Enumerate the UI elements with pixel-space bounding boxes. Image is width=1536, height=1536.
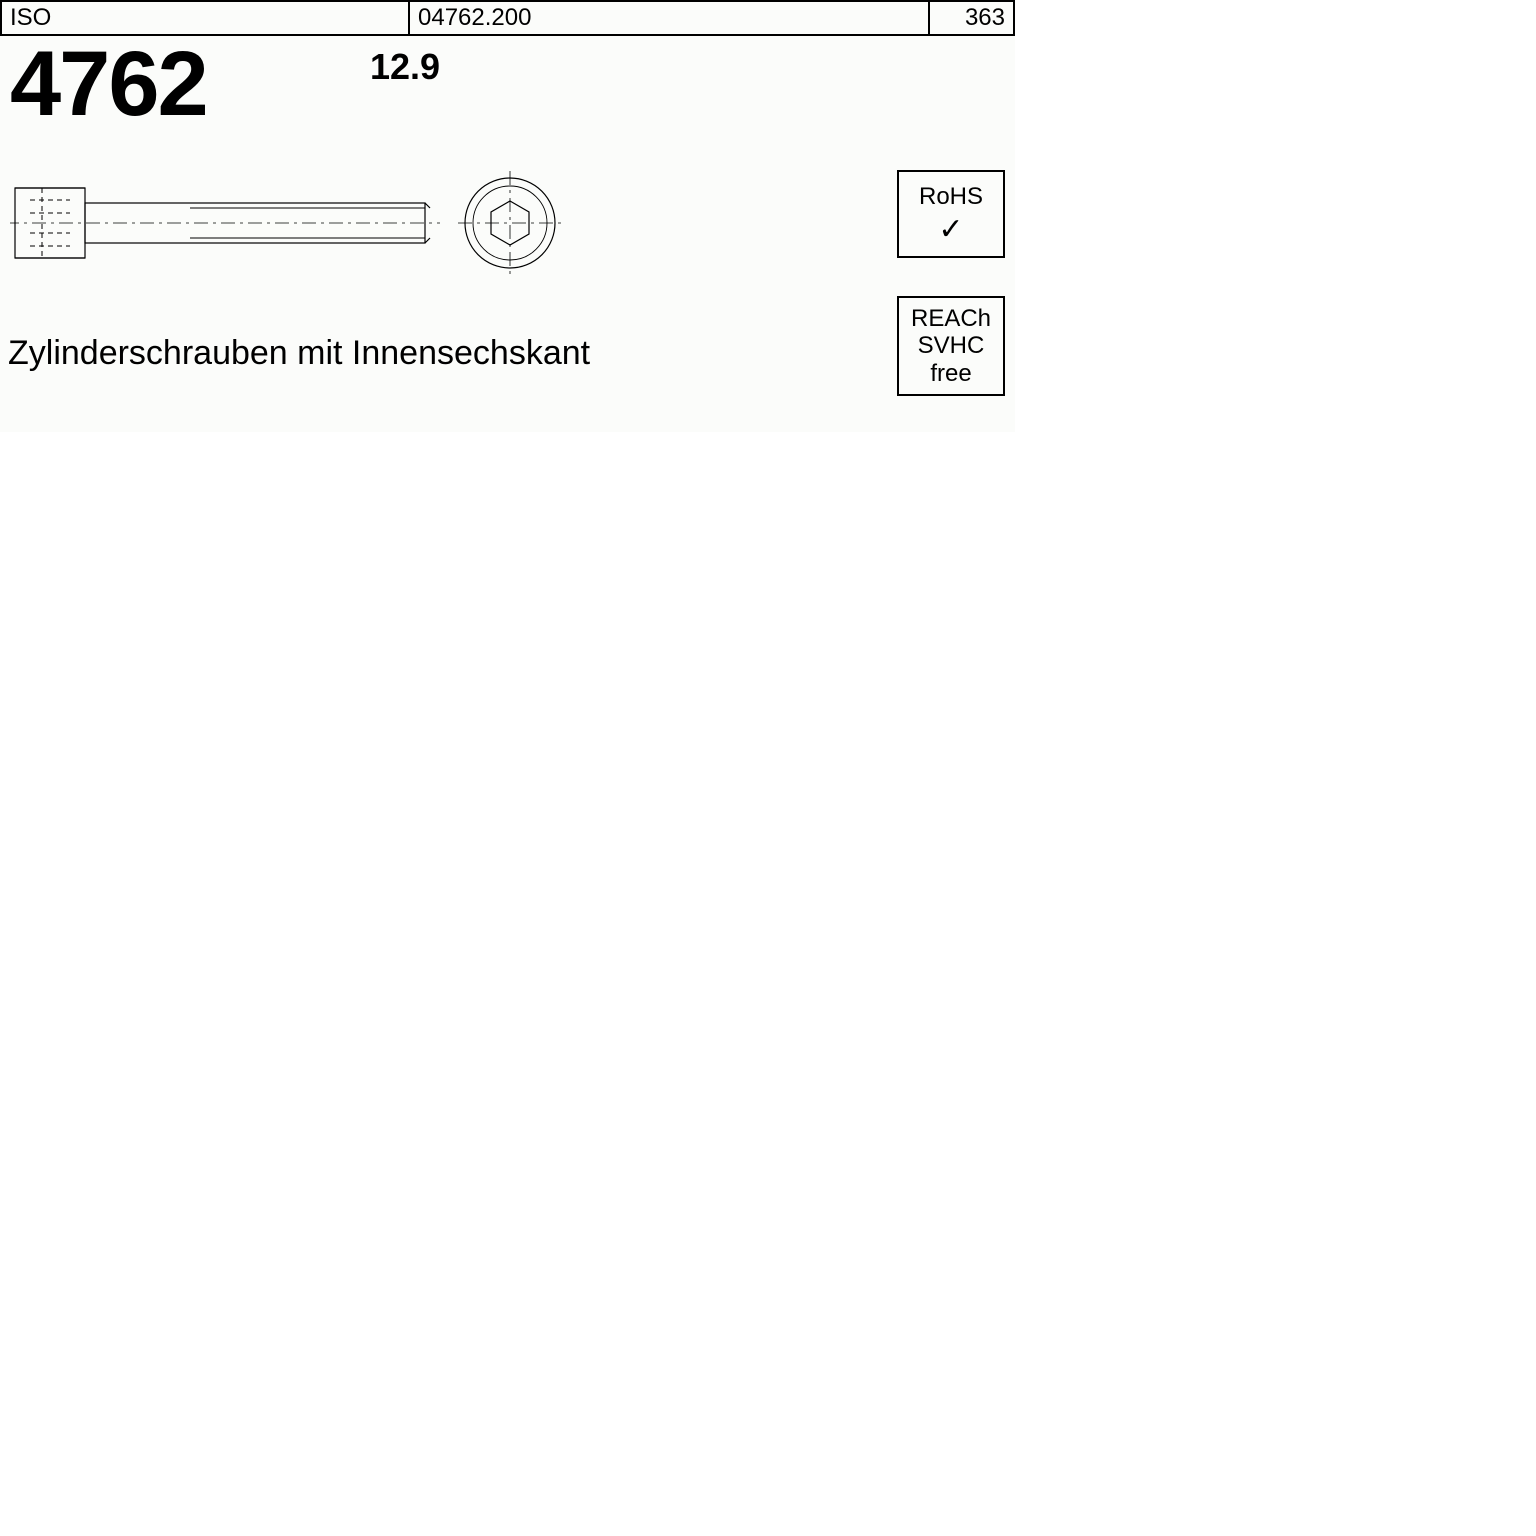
header-page-ref: 363 <box>928 0 1015 36</box>
code-value: 04762.200 <box>418 4 531 32</box>
header-row: ISO 04762.200 363 <box>0 0 1015 36</box>
check-icon: ✓ <box>938 215 963 245</box>
rohs-badge: RoHS ✓ <box>897 170 1005 258</box>
header-standard: ISO <box>0 0 408 36</box>
reach-badge: REACh SVHC free <box>897 296 1005 396</box>
technical-drawing <box>10 168 610 298</box>
reach-line2: SVHC <box>918 332 985 360</box>
strength-class: 12.9 <box>370 46 440 88</box>
reach-line1: REACh <box>911 305 991 333</box>
standard-label: ISO <box>10 4 51 32</box>
page-ref-value: 363 <box>965 4 1005 32</box>
reach-line3: free <box>930 360 971 388</box>
product-description: Zylinderschrauben mit Innensechskant <box>8 334 590 373</box>
header-code: 04762.200 <box>408 0 928 36</box>
iso-number: 4762 <box>10 38 207 130</box>
datasheet-card: ISO 04762.200 363 4762 12.9 <box>0 0 1015 432</box>
rohs-label: RoHS <box>919 183 983 211</box>
